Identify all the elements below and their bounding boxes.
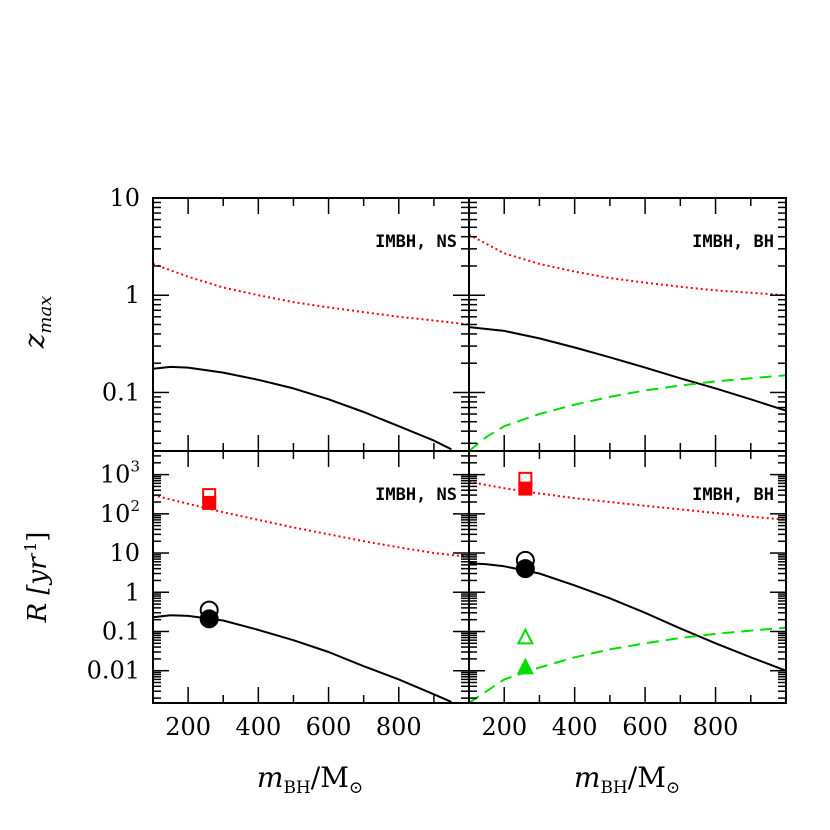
xlabel-left-main: m [257, 761, 284, 794]
marker-circle-filled-rate-0 [199, 609, 219, 629]
ylabel-zmax: zmax [18, 296, 56, 350]
tick-labels: 0.1 1 10 0.01 0.1 1 10 102 103 200 400 600 800 200 400… [87, 184, 739, 741]
xtick-label-1: 800 [693, 713, 739, 741]
svg-text:R [yr-1]: R [yr-1] [21, 532, 53, 624]
curve-zmax-0-dotted [153, 262, 469, 326]
ylabel-zmax-main: z [18, 333, 51, 349]
marker-circle-filled-rate-1 [515, 559, 535, 579]
curve-zmax-1-dashed [469, 374, 786, 451]
svg-text:zmax: zmax [18, 296, 56, 350]
ylabel-zmax-sub: max [35, 296, 56, 334]
xtick-label-0: 600 [306, 713, 352, 741]
xlabel-right-sub: BH [600, 778, 627, 798]
xtick-label-0: 800 [376, 713, 422, 741]
curve-rate-1-dashed [469, 626, 786, 703]
ylabel-rate-sup: -1 [21, 542, 40, 558]
ytick-label-zmax: 0.1 [102, 378, 140, 406]
ytick-label-zmax: 10 [109, 184, 140, 212]
xlabel-right-unit: /M [628, 761, 666, 794]
xlabel-left-unit: /M [311, 761, 349, 794]
curve-zmax-1-solid [469, 326, 786, 412]
ytick-label-zmax: 1 [125, 281, 140, 309]
xlabel-right: mBH/M⊙ [574, 761, 680, 798]
xtick-label-0: 400 [235, 713, 281, 741]
ylabel-rate: R [yr-1] [21, 532, 53, 624]
ytick-label-rate: 1 [125, 578, 140, 606]
xlabel-right-main: m [574, 761, 601, 794]
panel-label-rate-1: IMBH, BH [692, 485, 774, 505]
marker-square-filled-rate-0 [202, 495, 217, 510]
panel-label-zmax-1: IMBH, BH [692, 232, 774, 252]
panel-label-zmax-0: IMBH, NS [375, 232, 457, 252]
ytick-label-rate: 0.1 [102, 617, 140, 645]
ylabel-rate-main: R [yr [23, 556, 53, 624]
xtick-label-0: 200 [165, 713, 211, 741]
curve-rate-1-solid [469, 562, 786, 672]
ylabel-rate-close: ] [23, 532, 53, 542]
xlabel-left: mBH/M⊙ [257, 761, 363, 798]
curve-zmax-1-dotted [469, 233, 786, 297]
xtick-label-1: 400 [552, 713, 598, 741]
ytick-label-rate: 103 [100, 458, 140, 489]
curve-rate-0-solid [153, 614, 452, 703]
marker-square-filled-rate-1 [518, 481, 533, 496]
panel-frames [152, 197, 787, 704]
curve-rate-1-dotted [469, 480, 786, 521]
xtick-label-1: 600 [622, 713, 668, 741]
xlabel-left-sub: BH [283, 778, 310, 798]
xlabel-right-unit-sub: ⊙ [666, 778, 680, 798]
data-markers [199, 471, 535, 675]
xlabel-left-unit-sub: ⊙ [349, 778, 363, 798]
marker-triangle-open-rate-1 [516, 627, 534, 645]
ytick-label-rate: 0.01 [87, 657, 140, 685]
panel-label-rate-0: IMBH, NS [375, 485, 457, 505]
data-curves [153, 233, 786, 703]
panel-labels: IMBH, NS IMBH, BH IMBH, NS IMBH, BH [375, 232, 774, 505]
xtick-label-1: 200 [481, 713, 527, 741]
ytick-label-rate: 10 [109, 539, 140, 567]
curve-zmax-0-solid [153, 365, 452, 451]
marker-triangle-filled-rate-1 [516, 657, 534, 675]
ytick-label-rate: 102 [100, 497, 140, 528]
